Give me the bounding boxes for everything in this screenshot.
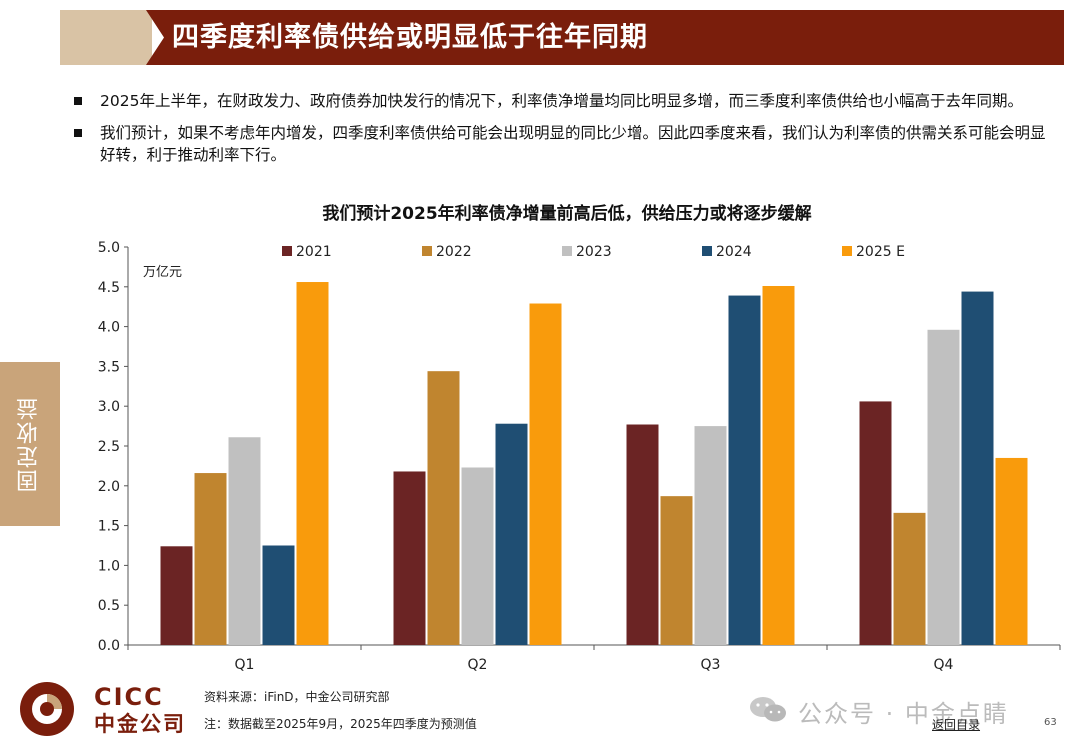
bar [927, 329, 960, 645]
bullet-list: 2025年上半年，在财政发力、政府债券加快发行的情况下，利率债净增量均同比明显多… [70, 90, 1060, 176]
unit-label: 万亿元 [143, 265, 182, 280]
bar [728, 295, 761, 645]
y-tick-label: 0.0 [98, 638, 120, 654]
bars [160, 282, 1028, 645]
y-tick-label: 1.0 [98, 558, 120, 574]
source-note: 资料来源：iFinD，中金公司研究部 [204, 690, 390, 704]
bullet-item: 我们预计，如果不考虑年内增发，四季度利率债供给可能会出现明显的同比少增。因此四季… [70, 122, 1060, 166]
x-axis: Q1 Q2 Q3 Q4 [127, 644, 1061, 673]
y-tick-label: 4.0 [98, 320, 120, 336]
square-bullet-icon [74, 97, 82, 105]
x-tick-label: Q1 [235, 657, 255, 673]
legend-label: 2025 E [856, 244, 905, 260]
legend-label: 2024 [716, 244, 752, 260]
legend-swatch [422, 246, 432, 256]
bar [296, 282, 329, 645]
watermark-text: 公众号 · 中金点睛 [798, 700, 1009, 728]
page-number: 63 [1044, 717, 1057, 728]
cicc-logo-icon [20, 682, 74, 736]
x-tick-label: Q4 [934, 657, 954, 673]
legend-swatch [842, 246, 852, 256]
back-to-contents-link[interactable]: 返回目录 [932, 718, 981, 732]
y-tick-label: 3.5 [98, 359, 120, 375]
y-tick-label: 1.5 [98, 519, 120, 535]
y-tick-label: 2.0 [98, 479, 120, 495]
x-tick-label: Q2 [468, 657, 488, 673]
bar [262, 545, 295, 645]
square-bullet-icon [74, 129, 82, 137]
chart-legend: 2021 2022 2023 2024 2025 E [282, 244, 905, 260]
bar-chart: 我们预计2025年利率债净增量前高后低，供给压力或将逐步缓解 万亿元 2021 2… [98, 203, 1061, 673]
section-side-tab: 固定收益 [0, 362, 60, 526]
legend-swatch [702, 246, 712, 256]
legend-label: 2022 [436, 244, 472, 260]
chart-title: 我们预计2025年利率债净增量前高后低，供给压力或将逐步缓解 [322, 203, 811, 224]
wechat-icon [750, 697, 786, 722]
bar [694, 426, 727, 645]
bar [393, 471, 426, 645]
x-tick-label: Q3 [701, 657, 721, 673]
bar [529, 303, 562, 645]
y-axis: 0.0 0.5 1.0 1.5 2.0 2.5 3.0 3.5 4.0 4.5 5.0 [98, 240, 129, 654]
y-tick-label: 2.5 [98, 439, 120, 455]
bar [762, 286, 795, 645]
bullet-text: 2025年上半年，在财政发力、政府债券加快发行的情况下，利率债净增量均同比明显多… [100, 92, 1023, 110]
footnote: 注：数据截至2025年9月，2025年四季度为预测值 [204, 717, 477, 731]
bar [194, 473, 227, 645]
bar [228, 437, 261, 645]
brand-name-en: CICC [94, 683, 164, 711]
bullet-text: 我们预计，如果不考虑年内增发，四季度利率债供给可能会出现明显的同比少增。因此四季… [100, 124, 1046, 164]
bar [427, 371, 460, 645]
y-tick-label: 4.5 [98, 280, 120, 296]
bar [859, 401, 892, 645]
y-tick-label: 3.0 [98, 399, 120, 415]
page-title: 四季度利率债供给或明显低于往年同期 [172, 22, 648, 53]
y-tick-label: 0.5 [98, 598, 120, 614]
bar [495, 423, 528, 645]
bar [626, 424, 659, 645]
legend-swatch [562, 246, 572, 256]
bar [995, 457, 1028, 645]
bullet-item: 2025年上半年，在财政发力、政府债券加快发行的情况下，利率债净增量均同比明显多… [70, 90, 1060, 112]
legend-swatch [282, 246, 292, 256]
y-tick-label: 5.0 [98, 240, 120, 256]
bar [893, 512, 926, 645]
header-bar [146, 10, 1064, 65]
bar [461, 467, 494, 645]
bar [660, 496, 693, 645]
legend-label: 2021 [296, 244, 332, 260]
bar [961, 291, 994, 645]
bar [160, 546, 193, 645]
header-accent-tab [60, 10, 152, 65]
legend-label: 2023 [576, 244, 612, 260]
brand-name-cn: 中金公司 [94, 712, 186, 736]
